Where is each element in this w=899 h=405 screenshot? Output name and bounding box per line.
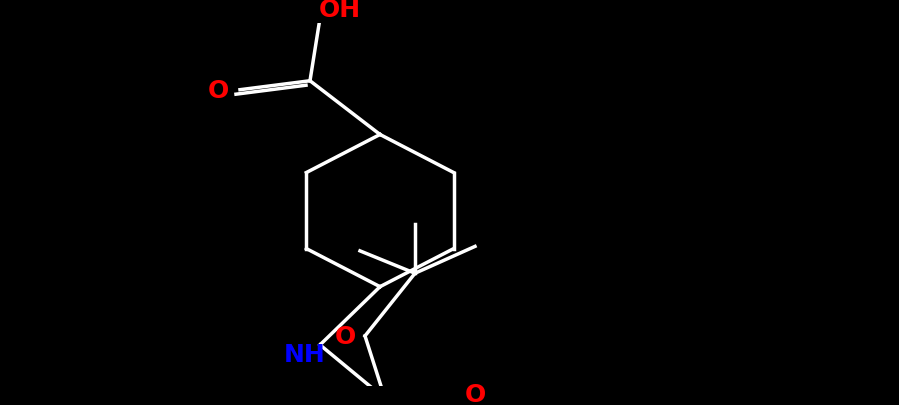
Text: O: O (465, 382, 485, 405)
Text: O: O (334, 324, 356, 348)
Text: NH: NH (284, 342, 325, 366)
Text: OH: OH (319, 0, 361, 22)
Text: O: O (208, 79, 228, 102)
